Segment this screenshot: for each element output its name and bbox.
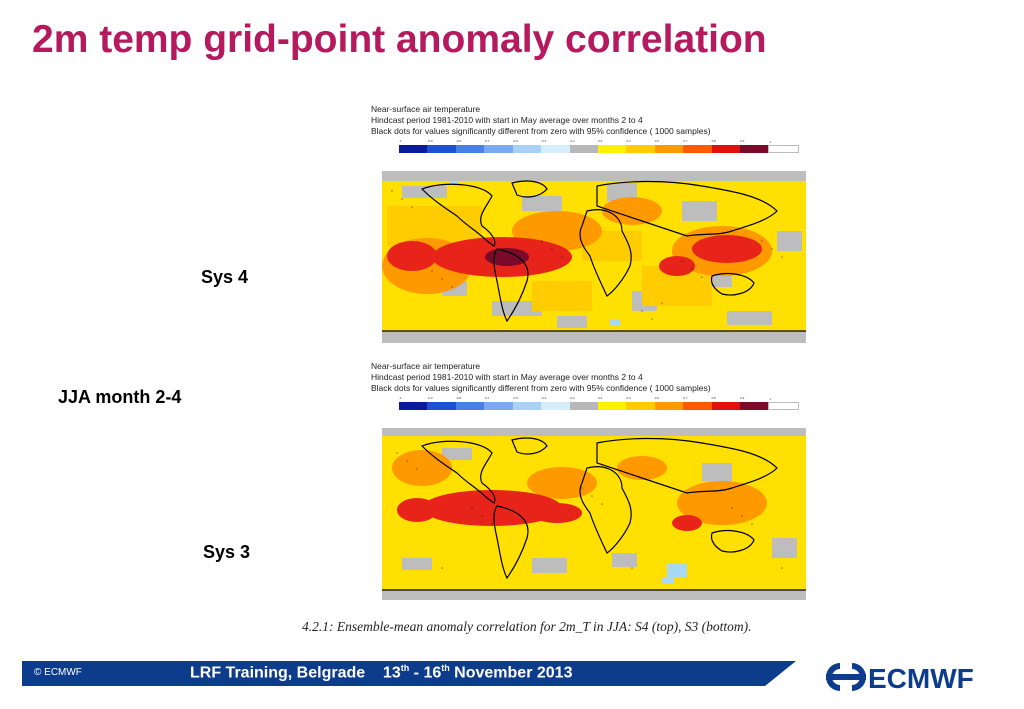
colorbar-tick: -0.2 bbox=[569, 139, 575, 143]
colorbar-tick: -1 bbox=[399, 139, 402, 143]
colorbar-swatch: 0.8 bbox=[711, 396, 741, 410]
colorbar-tick: 0.7 bbox=[683, 396, 688, 400]
ecmwf-logo-graphic: ECMWF bbox=[826, 663, 974, 694]
label-sys4: Sys 4 bbox=[201, 267, 249, 287]
slide-title: 2m temp grid-point anomaly correlation bbox=[32, 18, 767, 61]
colorbar-tick: 0.7 bbox=[683, 139, 688, 143]
colorbar-tick: 0.9 bbox=[740, 139, 745, 143]
ecmwf-logo-mark bbox=[826, 663, 866, 691]
colorbar-swatch: -0.4 bbox=[541, 139, 570, 153]
colorbar-swatch: 0.9 bbox=[740, 396, 769, 410]
colorbar-swatch: -0.7 bbox=[484, 396, 513, 410]
colorbar-swatch: 1 bbox=[768, 140, 799, 153]
colorbar-swatch: 0.8 bbox=[711, 139, 741, 153]
map-sys4 bbox=[382, 171, 806, 343]
panel-sys3-caption-1: Near-surface air temperature bbox=[371, 361, 481, 371]
colorbar-tick: 0.4 bbox=[626, 396, 631, 400]
colorbar-swatch: -0.8 bbox=[455, 139, 485, 153]
colorbar-swatch: 0.2 bbox=[597, 139, 627, 153]
colorbar-tick: 0.8 bbox=[711, 139, 716, 143]
colorbar-tick: 0.4 bbox=[626, 139, 631, 143]
colorbar-swatch: 0.7 bbox=[683, 139, 712, 153]
colorbar-swatch: 0.6 bbox=[654, 139, 684, 153]
footer-date-sep: - 16 bbox=[409, 664, 442, 682]
colorbar-tick: 0.2 bbox=[597, 396, 603, 400]
colorbar-tick: 0.9 bbox=[740, 396, 745, 400]
colorbar-tick: 0.6 bbox=[654, 396, 659, 400]
colorbar-tick: -0.7 bbox=[484, 139, 490, 143]
panel-sys3-caption-3: Black dots for values significantly diff… bbox=[371, 383, 711, 393]
figure-caption: 4.2.1: Ensemble-mean anomaly correlation… bbox=[302, 619, 752, 634]
colorbar-swatch: -1 bbox=[399, 396, 428, 410]
footer-date-start-sup: th bbox=[400, 663, 410, 673]
colorbar-tick: -0.6 bbox=[512, 139, 518, 143]
colorbar-swatch: -0.8 bbox=[455, 396, 485, 410]
colorbar-tick: 0.6 bbox=[654, 139, 659, 143]
footer-date-start: 13 bbox=[382, 664, 401, 682]
colorbar-tick: -0.4 bbox=[541, 139, 547, 143]
colorbar-tick: -0.7 bbox=[484, 396, 490, 400]
colorbar-top: -1 -0.9 -0.8 -0.7 -0.6 -0.4 -0.2 0.2 0.4 0.6 0.7 0.… bbox=[399, 139, 799, 155]
colorbar-swatch: 0.9 bbox=[740, 139, 769, 153]
colorbar-swatch: -0.9 bbox=[427, 396, 456, 410]
ecmwf-logo: ECMWF bbox=[822, 659, 992, 695]
colorbar-swatch: 0.7 bbox=[683, 396, 712, 410]
colorbar-tick: -0.2 bbox=[569, 396, 575, 400]
colorbar-swatch: -0.4 bbox=[541, 396, 570, 410]
colorbar-tick: 1 bbox=[769, 397, 772, 401]
colorbar-tick: -0.8 bbox=[455, 139, 462, 143]
panel-sys3: Near-surface air temperature Hindcast pe… bbox=[368, 361, 810, 601]
colorbar-swatch: 0.4 bbox=[626, 139, 655, 153]
colorbar-tick: 0.2 bbox=[597, 139, 603, 143]
colorbar-tick: -0.4 bbox=[541, 396, 547, 400]
panel-sys4-caption-1: Near-surface air temperature bbox=[371, 104, 481, 114]
map-sys3-graphic bbox=[382, 428, 806, 600]
footer-event: LRF Training, Belgrade 13th - 16th Novem… bbox=[190, 663, 572, 682]
colorbar-swatch: 0.4 bbox=[626, 396, 655, 410]
colorbar-swatch: 0.6 bbox=[654, 396, 684, 410]
colorbar-swatch: -0.7 bbox=[484, 139, 513, 153]
colorbar-swatch: 0.2 bbox=[597, 396, 627, 410]
label-sys3: Sys 3 bbox=[203, 542, 251, 562]
footer-bar bbox=[22, 661, 796, 686]
colorbar-swatch: -0.9 bbox=[427, 139, 456, 153]
colorbar-swatch: 1 bbox=[768, 397, 799, 410]
panel-sys3-caption-2: Hindcast period 1981-2010 with start in … bbox=[371, 372, 643, 382]
colorbar-swatch: -1 bbox=[399, 139, 428, 153]
footer-date-end-sup: th bbox=[441, 663, 450, 673]
panel-sys4-caption-2: Hindcast period 1981-2010 with start in … bbox=[371, 115, 643, 125]
colorbar-tick: -0.6 bbox=[512, 396, 518, 400]
colorbar-tick: -0.8 bbox=[455, 396, 462, 400]
colorbar-tick: 0.8 bbox=[711, 396, 716, 400]
label-period: JJA month 2-4 bbox=[58, 387, 182, 407]
colorbar-swatch: -0.6 bbox=[512, 396, 542, 410]
footer-copyright: © ECMWF bbox=[34, 667, 82, 678]
colorbar-swatch: -0.2 bbox=[569, 396, 598, 410]
colorbar-tick: -1 bbox=[399, 396, 402, 400]
map-sys3 bbox=[382, 428, 806, 600]
ecmwf-logo-text: ECMWF bbox=[868, 663, 974, 694]
colorbar-bottom: -1 -0.9 -0.8 -0.7 -0.6 -0.4 -0.2 0.2 0.4 0.6 0.7 0.… bbox=[399, 396, 799, 412]
colorbar-tick: -0.9 bbox=[427, 139, 433, 143]
panel-sys4-caption-3: Black dots for values significantly diff… bbox=[371, 126, 711, 136]
colorbar-tick: -0.9 bbox=[427, 396, 433, 400]
colorbar-swatch: -0.6 bbox=[512, 139, 542, 153]
colorbar-swatch: -0.2 bbox=[569, 139, 598, 153]
map-sys4-graphic bbox=[382, 171, 806, 343]
footer-event-name: LRF Training, Belgrade bbox=[190, 664, 366, 682]
footer-date-rest: November 2013 bbox=[449, 664, 573, 682]
colorbar-tick: 1 bbox=[769, 140, 772, 144]
panel-sys4: Near-surface air temperature Hindcast pe… bbox=[368, 104, 810, 344]
